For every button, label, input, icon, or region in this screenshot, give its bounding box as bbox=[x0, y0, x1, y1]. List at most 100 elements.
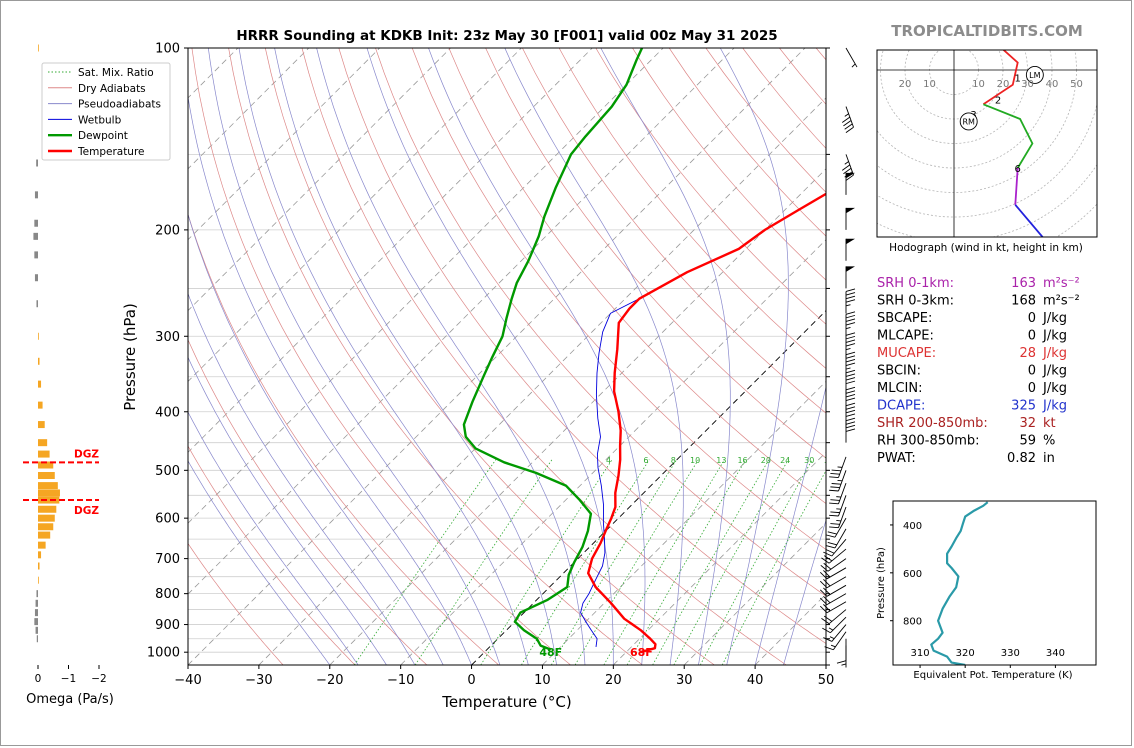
wind-barb bbox=[819, 593, 847, 606]
pseudoadiabat-line bbox=[188, 292, 416, 665]
omega-bar bbox=[34, 251, 38, 259]
pseudoadiabat-line bbox=[719, 48, 789, 665]
legend-label: Sat. Mix. Ratio bbox=[78, 67, 154, 79]
omega-bar bbox=[36, 635, 38, 643]
param-unit: J/kg bbox=[1042, 399, 1067, 414]
theta-e-profile bbox=[930, 501, 989, 665]
wind-barb bbox=[829, 470, 847, 492]
omega-bar bbox=[38, 401, 43, 409]
x-tick-label: 20 bbox=[605, 673, 622, 688]
x-tick-label: 50 bbox=[818, 673, 835, 688]
wind-barb-full bbox=[845, 292, 856, 296]
hodograph-segment bbox=[1014, 167, 1019, 205]
wind-barb-staff bbox=[830, 616, 847, 634]
hodograph-height-label: 6 bbox=[1015, 164, 1021, 175]
wind-barb bbox=[829, 482, 847, 505]
omega-bar bbox=[34, 219, 38, 227]
y-tick-label: 100 bbox=[155, 42, 180, 57]
wind-barb-full bbox=[845, 295, 856, 300]
wind-barb bbox=[822, 616, 847, 634]
pseudoadiabat-line bbox=[207, 48, 501, 665]
wind-barb-staff bbox=[826, 567, 847, 580]
y-tick-label: 700 bbox=[155, 552, 180, 567]
wind-barb-full bbox=[829, 526, 839, 529]
wind-barb-staff bbox=[833, 631, 847, 651]
omega-tick-label: −2 bbox=[91, 673, 106, 685]
wind-barb bbox=[825, 528, 847, 549]
wind-barb-full bbox=[841, 116, 851, 123]
wind-barb-half bbox=[828, 627, 834, 631]
wind-barb-full bbox=[845, 174, 854, 181]
theta-e-x-tick-label: 330 bbox=[1001, 648, 1020, 659]
omega-xlabel: Omega (Pa/s) bbox=[26, 692, 114, 707]
y-tick-label: 1000 bbox=[147, 646, 180, 661]
mixing-ratio-line bbox=[626, 459, 747, 665]
param-label: SBCIN: bbox=[877, 364, 921, 379]
theta-e-xlabel: Equivalent Pot. Temperature (K) bbox=[913, 670, 1072, 681]
wind-barb-full bbox=[845, 318, 856, 322]
mixing-ratio-label: 24 bbox=[780, 456, 790, 465]
wind-barb-full bbox=[823, 570, 831, 578]
wind-barb-full bbox=[845, 413, 856, 417]
wind-barb-staff bbox=[828, 609, 847, 625]
wind-barb-staff bbox=[838, 456, 847, 478]
wind-barb-half bbox=[845, 327, 851, 330]
y-tick-label: 300 bbox=[155, 330, 180, 345]
legend-label: Dewpoint bbox=[78, 130, 128, 142]
wind-barb-full bbox=[819, 597, 828, 605]
brand-watermark: TROPICALTIDBITS.COM bbox=[891, 22, 1083, 40]
wind-barb-half bbox=[844, 113, 849, 117]
wind-barb-half bbox=[845, 304, 851, 307]
chart-title: HRRR Sounding at KDKB Init: 23z May 30 [… bbox=[236, 28, 777, 44]
param-value: 32 bbox=[1019, 416, 1036, 431]
hodograph-ring-label: 40 bbox=[1046, 79, 1059, 90]
wind-barb-full bbox=[845, 377, 856, 381]
param-unit: J/kg bbox=[1042, 346, 1067, 361]
wind-barb-staff bbox=[845, 47, 858, 68]
wind-barb-half bbox=[844, 161, 849, 165]
wind-barb-full bbox=[830, 511, 840, 514]
param-value: 325 bbox=[1011, 399, 1036, 414]
wind-barb-staff bbox=[845, 106, 854, 128]
wind-barb-full bbox=[823, 587, 831, 595]
skewt-background-lines: 4 6 8 10 13 16 20 24 30 36 bbox=[188, 48, 826, 665]
theta-e-trace bbox=[930, 501, 989, 665]
wind-barb-flag bbox=[846, 207, 855, 214]
wind-barb bbox=[819, 576, 847, 589]
mixing-ratio-line bbox=[721, 469, 826, 665]
mixing-ratio-line bbox=[550, 459, 678, 665]
wind-barb-half bbox=[841, 663, 847, 666]
wind-barb-full bbox=[845, 332, 856, 336]
dry-adiabat-line bbox=[448, 48, 826, 505]
wind-barb-full bbox=[822, 627, 831, 634]
skewt-profiles: 48F 68F bbox=[462, 48, 826, 659]
dry-adiabat-line bbox=[375, 48, 826, 597]
theta-e-y-tick-label: 400 bbox=[903, 521, 922, 532]
hodograph-rings bbox=[877, 50, 1097, 237]
surface-temperature-label: 68F bbox=[630, 646, 653, 659]
wind-barb-staff bbox=[826, 584, 847, 597]
wind-barb bbox=[829, 456, 847, 478]
hodograph-ring-labels: 20 10 10 20 30 40 50 bbox=[899, 79, 1083, 90]
mixing-ratio-label: 30 bbox=[804, 456, 814, 465]
pseudoadiabat-line bbox=[428, 48, 646, 665]
omega-bar bbox=[35, 599, 38, 607]
wind-barb-full bbox=[819, 605, 828, 614]
wind-barb-full bbox=[825, 545, 836, 549]
theta-e-frame bbox=[892, 500, 1097, 666]
legend-label: Temperature bbox=[77, 146, 145, 158]
hodograph-segment bbox=[1014, 204, 1044, 237]
wind-barb-full bbox=[823, 604, 831, 612]
wind-barb-full bbox=[831, 469, 841, 472]
mixing-ratio-label: 8 bbox=[671, 456, 676, 465]
dry-adiabat-line bbox=[301, 48, 787, 665]
wind-barb bbox=[845, 402, 856, 428]
omega-bar bbox=[33, 232, 38, 240]
dry-adiabat-line bbox=[522, 48, 826, 414]
param-value: 0 bbox=[1028, 381, 1036, 396]
wind-barb-full bbox=[823, 615, 833, 622]
y-tick-label: 600 bbox=[155, 512, 180, 527]
wind-barb-half bbox=[851, 63, 856, 68]
wind-barb-full bbox=[823, 579, 831, 587]
wind-barb bbox=[819, 601, 847, 614]
